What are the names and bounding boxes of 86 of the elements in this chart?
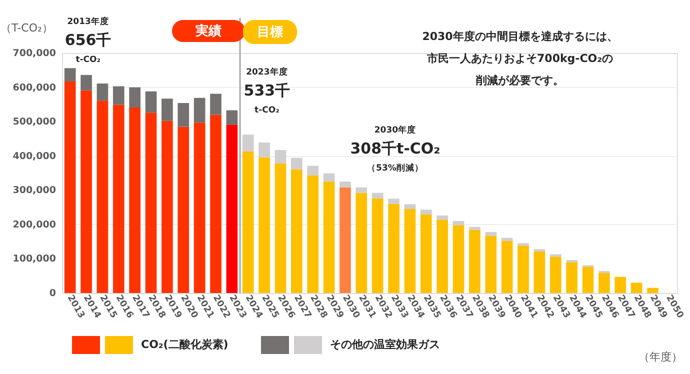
bar xyxy=(226,110,238,125)
bar xyxy=(112,86,124,105)
y-tick-label: 700,000 xyxy=(12,48,56,59)
bar xyxy=(436,216,448,220)
bar xyxy=(80,90,92,293)
bar xyxy=(129,108,140,293)
bar xyxy=(64,81,76,293)
bar xyxy=(614,276,626,293)
y-tick-label: 200,000 xyxy=(12,219,56,230)
bar xyxy=(534,252,546,293)
y-tick-label: 500,000 xyxy=(12,116,56,128)
bar xyxy=(356,192,368,293)
annotation: 2023年度 533千 t-CO₂ xyxy=(244,66,290,116)
y-tick-label: 100,000 xyxy=(12,254,56,265)
y-tick-label: 400,000 xyxy=(12,150,56,162)
annotation: 2013年度 656千 t-CO₂ xyxy=(64,16,112,66)
annotation: 2030年度 308千t-CO₂ （53%削減） xyxy=(350,124,440,174)
bar xyxy=(485,236,497,293)
bar xyxy=(598,272,610,293)
bar xyxy=(194,98,206,123)
bar xyxy=(307,175,319,293)
y-axis-title: （T-CO₂） xyxy=(0,22,53,34)
x-axis-title: （年度） xyxy=(638,350,682,364)
bar xyxy=(469,226,480,230)
bar xyxy=(323,173,335,182)
bar xyxy=(112,104,124,293)
bar xyxy=(178,126,190,293)
bar xyxy=(534,249,546,252)
bar xyxy=(452,221,464,226)
legend-label: CO₂(二酸化炭素) xyxy=(141,338,228,351)
y-tick-label: 600,000 xyxy=(12,82,56,94)
bar xyxy=(129,87,140,108)
bar xyxy=(388,198,400,204)
annotation: 市民一人あたりおよそ700kg-CO₂の xyxy=(426,52,613,65)
bar xyxy=(162,98,173,121)
bar xyxy=(323,182,335,293)
bar xyxy=(420,214,432,293)
bar xyxy=(582,266,594,293)
y-tick-label: 300,000 xyxy=(12,185,56,196)
bar xyxy=(242,134,254,152)
bar xyxy=(64,68,76,82)
bar xyxy=(194,122,206,293)
bar xyxy=(356,187,368,193)
y-tick-label: 0 xyxy=(49,288,56,299)
bar xyxy=(501,238,513,241)
bar xyxy=(372,198,384,293)
bar xyxy=(307,166,319,176)
bar xyxy=(274,150,286,164)
text: 目標 xyxy=(257,25,283,40)
bar xyxy=(210,114,222,293)
legend-label: その他の温室効果ガス xyxy=(330,338,440,351)
annotation: 削減が必要です。 xyxy=(475,74,564,87)
bar xyxy=(258,142,270,158)
bar xyxy=(404,209,416,293)
bar xyxy=(485,232,497,236)
bar xyxy=(210,94,222,115)
bar xyxy=(340,182,351,188)
bar xyxy=(291,158,302,170)
bar xyxy=(96,100,108,293)
bar xyxy=(145,91,157,113)
bar xyxy=(258,157,270,293)
bar xyxy=(550,256,562,293)
bar xyxy=(162,120,173,293)
bar xyxy=(242,151,254,293)
text: 2030年度の中間目標を達成するには、 xyxy=(422,30,618,43)
bar xyxy=(340,187,351,293)
bar xyxy=(145,112,157,293)
bar xyxy=(404,204,416,209)
bar xyxy=(178,103,190,127)
bar xyxy=(518,246,529,293)
bar xyxy=(420,210,432,214)
bar xyxy=(226,124,238,293)
bar xyxy=(436,220,448,293)
bar xyxy=(80,74,92,90)
bar xyxy=(501,240,513,293)
text: 実績 xyxy=(194,23,222,39)
bar xyxy=(372,192,384,198)
bar xyxy=(452,225,464,293)
bar xyxy=(274,163,286,293)
bar xyxy=(469,230,480,293)
bar xyxy=(630,282,642,293)
bar xyxy=(388,204,400,293)
bar xyxy=(647,288,658,293)
bar xyxy=(291,169,302,293)
bar xyxy=(566,262,578,293)
bar xyxy=(96,84,108,101)
